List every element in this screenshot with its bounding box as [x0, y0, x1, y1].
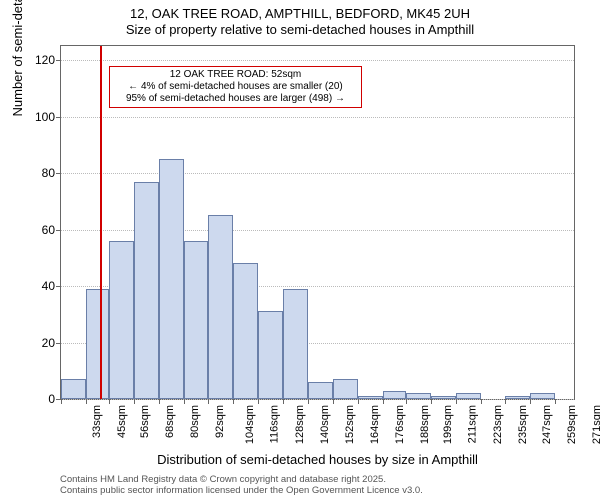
histogram-bar: [283, 289, 308, 399]
x-tick-label: 128sqm: [294, 405, 306, 444]
x-tick-mark: [383, 399, 384, 404]
x-tick-mark: [86, 399, 87, 404]
x-tick-mark: [134, 399, 135, 404]
x-tick-mark: [208, 399, 209, 404]
gridline: [61, 60, 574, 61]
x-tick-label: 140sqm: [319, 405, 331, 444]
x-tick-mark: [283, 399, 284, 404]
histogram-bar: [456, 393, 481, 399]
y-tick-label: 60: [15, 223, 55, 237]
footnote-line-2: Contains public sector information licen…: [60, 485, 423, 496]
x-tick-mark: [481, 399, 482, 404]
histogram-bar: [86, 289, 109, 399]
y-tick-mark: [56, 173, 61, 174]
histogram-bar: [383, 391, 406, 399]
x-tick-label: 152sqm: [344, 405, 356, 444]
y-tick-label: 0: [15, 392, 55, 406]
y-tick-label: 40: [15, 279, 55, 293]
x-tick-mark: [431, 399, 432, 404]
histogram-bar: [184, 241, 209, 399]
y-tick-mark: [56, 286, 61, 287]
x-tick-label: 188sqm: [419, 405, 431, 444]
y-tick-mark: [56, 60, 61, 61]
x-tick-mark: [530, 399, 531, 404]
x-tick-label: 164sqm: [369, 405, 381, 444]
histogram-bar: [333, 379, 358, 399]
x-tick-label: 104sqm: [245, 405, 257, 444]
gridline: [61, 173, 574, 174]
x-tick-label: 259sqm: [567, 405, 579, 444]
x-tick-label: 116sqm: [269, 405, 281, 443]
gridline: [61, 117, 574, 118]
histogram-bar: [308, 382, 333, 399]
x-tick-mark: [406, 399, 407, 404]
x-axis-label: Distribution of semi-detached houses by …: [60, 452, 575, 467]
x-tick-label: 211sqm: [466, 405, 478, 443]
histogram-bar: [208, 215, 233, 399]
annotation-box: 12 OAK TREE ROAD: 52sqm← 4% of semi-deta…: [109, 66, 362, 108]
histogram-bar: [505, 396, 530, 399]
annotation-line: 95% of semi-detached houses are larger (…: [114, 93, 357, 105]
histogram-bar: [406, 393, 431, 399]
x-tick-mark: [505, 399, 506, 404]
x-tick-label: 56sqm: [139, 405, 151, 438]
x-tick-label: 68sqm: [164, 405, 176, 438]
reference-line: [100, 46, 102, 399]
x-tick-label: 271sqm: [591, 405, 600, 444]
x-tick-mark: [109, 399, 110, 404]
x-tick-mark: [159, 399, 160, 404]
chart-container: { "chart": { "type": "histogram", "title…: [0, 0, 600, 500]
y-tick-label: 80: [15, 166, 55, 180]
histogram-bar: [233, 263, 258, 399]
x-tick-mark: [184, 399, 185, 404]
x-tick-label: 80sqm: [189, 405, 201, 438]
y-tick-label: 120: [15, 53, 55, 67]
x-tick-label: 176sqm: [394, 405, 406, 444]
x-tick-mark: [233, 399, 234, 404]
histogram-bar: [109, 241, 134, 399]
x-tick-label: 235sqm: [517, 405, 529, 444]
x-tick-mark: [61, 399, 62, 404]
annotation-line: ← 4% of semi-detached houses are smaller…: [114, 81, 357, 93]
y-tick-mark: [56, 117, 61, 118]
plot-area: 12 OAK TREE ROAD: 52sqm← 4% of semi-deta…: [60, 45, 575, 400]
x-tick-mark: [333, 399, 334, 404]
y-tick-mark: [56, 230, 61, 231]
x-tick-label: 33sqm: [91, 405, 103, 438]
histogram-bar: [530, 393, 555, 399]
x-tick-mark: [456, 399, 457, 404]
x-tick-label: 223sqm: [492, 405, 504, 444]
y-tick-label: 20: [15, 336, 55, 350]
x-tick-label: 45sqm: [116, 405, 128, 438]
histogram-bar: [134, 182, 159, 399]
gridline: [61, 399, 574, 400]
chart-title-main: 12, OAK TREE ROAD, AMPTHILL, BEDFORD, MK…: [0, 6, 600, 21]
x-tick-mark: [258, 399, 259, 404]
y-tick-label: 100: [15, 110, 55, 124]
histogram-bar: [159, 159, 184, 399]
x-tick-mark: [308, 399, 309, 404]
chart-title-sub: Size of property relative to semi-detach…: [0, 22, 600, 37]
histogram-bar: [61, 379, 86, 399]
histogram-bar: [258, 311, 283, 399]
histogram-bar: [358, 396, 383, 399]
x-tick-mark: [555, 399, 556, 404]
x-tick-label: 199sqm: [442, 405, 454, 444]
histogram-bar: [431, 396, 456, 399]
x-tick-label: 92sqm: [214, 405, 226, 438]
footnote: Contains HM Land Registry data © Crown c…: [60, 474, 423, 496]
footnote-line-1: Contains HM Land Registry data © Crown c…: [60, 474, 423, 485]
x-tick-mark: [358, 399, 359, 404]
annotation-line: 12 OAK TREE ROAD: 52sqm: [114, 69, 357, 81]
y-tick-mark: [56, 343, 61, 344]
x-tick-label: 247sqm: [542, 405, 554, 444]
